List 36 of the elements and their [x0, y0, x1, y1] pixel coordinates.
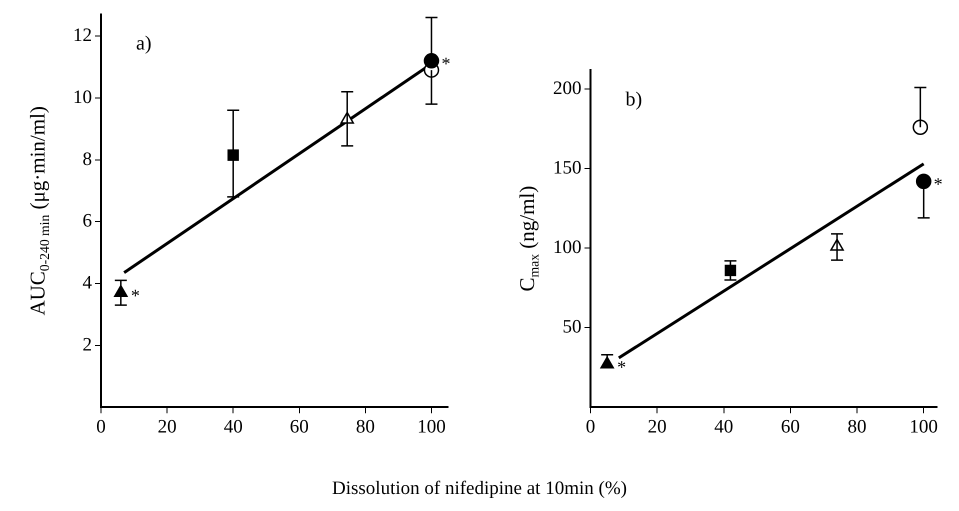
point	[912, 120, 928, 136]
annotation: a)	[136, 32, 152, 55]
x-tick-label: 100	[909, 416, 938, 438]
point	[916, 174, 932, 190]
y-axis-title: AUC0-240 min (μg·min/ml)	[26, 106, 52, 316]
annotation: *	[130, 285, 140, 306]
y-tick-label: 8	[82, 148, 92, 170]
x-tick-label: 20	[648, 416, 667, 438]
y-axis-title: Cmax (ng/ml)	[515, 186, 542, 292]
x-tick-label: 80	[848, 416, 867, 438]
x-tick-label: 60	[290, 416, 309, 438]
x-tick-label: 0	[96, 416, 106, 438]
y-tick-label: 10	[73, 86, 92, 108]
y-tick-label: 12	[73, 25, 92, 46]
x-tick-label: 40	[224, 416, 243, 438]
x-tick-label: 20	[158, 416, 177, 438]
annotation: *	[934, 174, 943, 194]
y-tick-label: 2	[82, 334, 92, 356]
y-tick-label: 4	[82, 272, 92, 294]
x-tick-label: 80	[356, 416, 375, 438]
y-tick-label: 200	[553, 78, 582, 100]
y-tick-label: 150	[553, 158, 582, 179]
annotation: b)	[626, 88, 642, 110]
point	[227, 149, 239, 161]
y-tick-label: 100	[553, 237, 582, 258]
x-tick-label: 0	[586, 416, 596, 438]
y-tick-label: 50	[562, 316, 582, 338]
x-axis-title: Dissolution of nifedipine at 10min (%)	[331, 478, 628, 500]
x-tick-label: 40	[714, 416, 734, 438]
point	[600, 356, 614, 369]
annotation: *	[441, 54, 450, 74]
x-tick-label: 60	[780, 416, 800, 438]
y-tick-label: 6	[82, 210, 92, 232]
annotation: *	[617, 356, 626, 377]
x-tick-label: 100	[417, 416, 446, 438]
point	[424, 53, 440, 69]
